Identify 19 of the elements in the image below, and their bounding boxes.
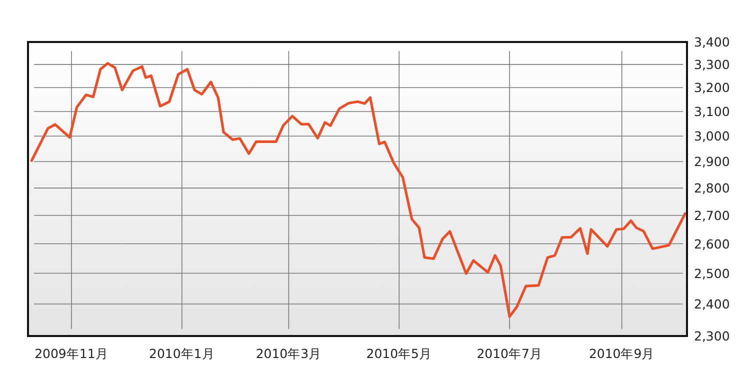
y-tick-label: 2,300 [694,328,730,344]
y-tick-label: 2,400 [694,296,730,312]
y-tick-label: 2,600 [694,236,730,252]
y-tick-label: 3,200 [694,80,730,96]
y-tick-label: 3,100 [694,104,730,119]
y-tick-label: 3,000 [694,128,730,144]
x-tick-label: 2010年5月 [366,346,432,361]
y-tick-label: 2,500 [694,266,730,281]
y-tick-label: 2,900 [694,154,730,170]
x-tick-label: 2009年11月 [34,346,108,361]
x-tick-label: 2010年1月 [149,346,215,361]
line-series [30,62,686,318]
y-tick-label: 2,800 [694,180,730,196]
y-tick-label: 3,400 [694,34,730,50]
x-tick-label: 2010年3月 [256,346,322,361]
x-tick-label: 2010年7月 [476,346,542,361]
y-tick-label: 3,300 [694,56,730,72]
y-tick-label: 2,700 [694,208,730,223]
x-tick-label: 2010年9月 [588,346,655,361]
